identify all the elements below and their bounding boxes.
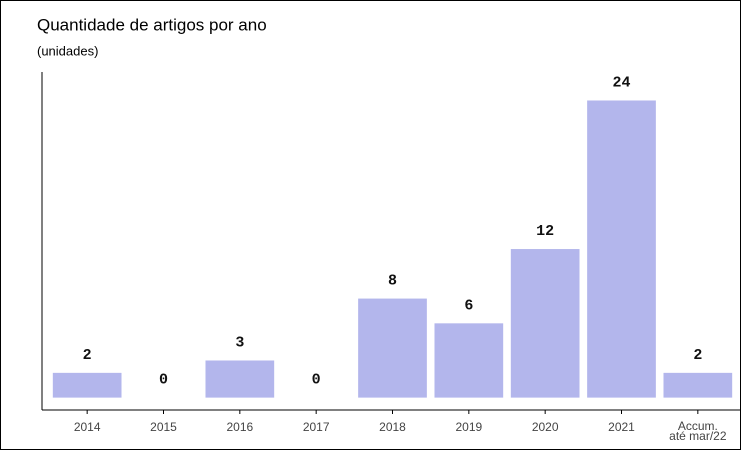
value-label: 2 bbox=[693, 347, 702, 364]
x-tick-label: 2017 bbox=[303, 420, 330, 434]
value-label: 6 bbox=[464, 297, 473, 314]
x-tick-label: 2015 bbox=[150, 420, 177, 434]
value-label: 0 bbox=[159, 372, 168, 389]
x-tick-label: 2021 bbox=[608, 420, 635, 434]
x-tick-label: 2018 bbox=[379, 420, 406, 434]
value-label: 24 bbox=[612, 74, 630, 91]
x-tick-label: 2016 bbox=[226, 420, 253, 434]
bar bbox=[434, 323, 504, 398]
bar bbox=[205, 360, 275, 398]
bar bbox=[52, 372, 122, 398]
value-label: 0 bbox=[312, 372, 321, 389]
bar bbox=[358, 298, 427, 398]
chart-title: Quantidade de artigos por ano bbox=[37, 15, 267, 34]
x-tick-label: 2019 bbox=[455, 420, 482, 434]
x-tick-label: 2014 bbox=[74, 420, 101, 434]
bar bbox=[510, 249, 580, 398]
chart-subtitle: (unidades) bbox=[37, 43, 98, 58]
value-label: 12 bbox=[536, 223, 554, 240]
value-label: 2 bbox=[83, 347, 92, 364]
bar bbox=[663, 372, 733, 398]
value-label: 8 bbox=[388, 273, 397, 290]
value-label: 3 bbox=[235, 334, 244, 351]
x-tick-label: Accum. até mar/22 bbox=[669, 419, 727, 443]
x-tick-label: 2020 bbox=[532, 420, 559, 434]
bar bbox=[587, 100, 656, 398]
